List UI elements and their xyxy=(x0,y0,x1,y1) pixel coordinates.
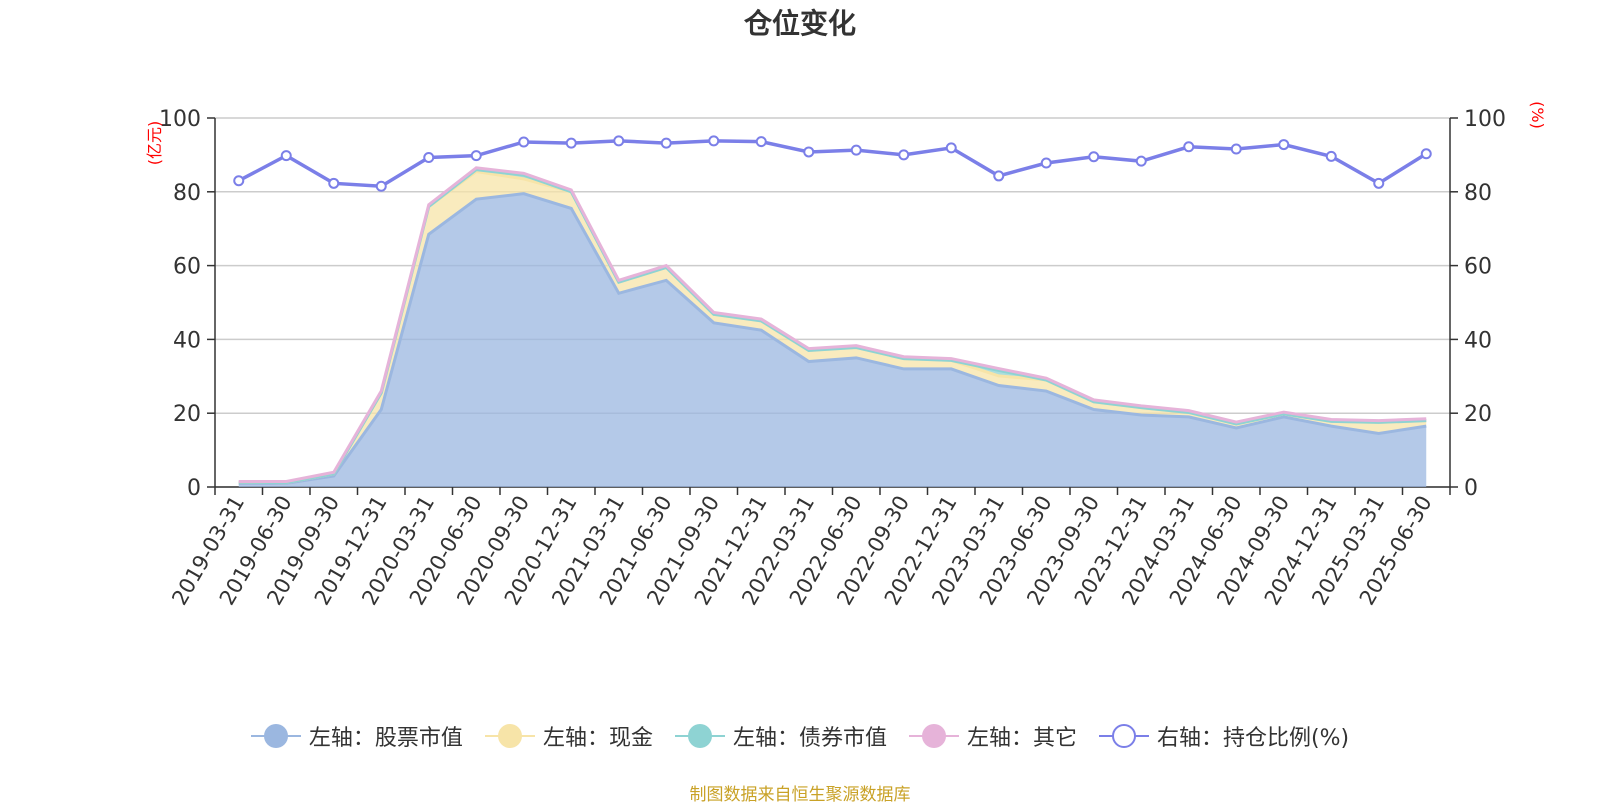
ratio-point xyxy=(945,142,957,154)
legend-marker-dot xyxy=(1111,724,1136,748)
legend-marker xyxy=(250,722,301,750)
source-note: 制图数据来自恒生聚源数据库 xyxy=(689,785,911,805)
ratio-point xyxy=(375,180,387,192)
ratio-point xyxy=(1278,139,1290,151)
legend-marker-dot xyxy=(687,724,712,748)
left-axis-tick-label: 100 xyxy=(159,107,201,132)
legend-item[interactable]: 右轴：持仓比例(%) xyxy=(1098,720,1350,752)
ratio-point xyxy=(708,135,720,147)
legend-label: 左轴：股票市值 xyxy=(308,726,463,751)
ratio-point xyxy=(565,137,577,149)
legend-label: 左轴：其它 xyxy=(966,726,1077,751)
left-axis-tick-label: 20 xyxy=(173,402,201,427)
right-axis-tick-label: 80 xyxy=(1464,181,1492,206)
series-line-其它 xyxy=(238,166,1427,483)
chart-title: 仓位变化 xyxy=(743,7,856,40)
ratio-point xyxy=(280,150,292,162)
ratio-point xyxy=(1420,148,1432,160)
ratio-point xyxy=(1088,151,1100,163)
area-股票市值 xyxy=(238,193,1427,487)
ratio-point xyxy=(233,175,245,187)
ratio-point xyxy=(1135,155,1147,167)
ratio-point xyxy=(993,170,1005,182)
left-axis-tick-label: 40 xyxy=(173,328,201,353)
legend-item[interactable]: 左轴：现金 xyxy=(484,720,653,752)
legend-label: 右轴：持仓比例(%) xyxy=(1156,726,1350,751)
legend-item[interactable]: 左轴：债券市值 xyxy=(674,720,887,752)
legend-item[interactable]: 左轴：其它 xyxy=(908,720,1077,752)
left-axis-tick-label: 80 xyxy=(173,181,201,206)
ratio-point xyxy=(613,135,625,147)
legend-marker-dot xyxy=(263,724,288,748)
right-axis-tick-label: 40 xyxy=(1464,328,1492,353)
legend-label: 左轴：债券市值 xyxy=(732,726,887,751)
ratio-point xyxy=(1183,141,1195,153)
right-axis-tick-label: 60 xyxy=(1464,255,1492,280)
legend-marker xyxy=(1098,722,1149,750)
legend-marker xyxy=(908,722,959,750)
legend-item[interactable]: 左轴：股票市值 xyxy=(250,720,463,752)
ratio-point xyxy=(423,151,435,163)
legend-marker-dot xyxy=(497,724,522,748)
left-axis-tick-label: 60 xyxy=(173,255,201,280)
ratio-point xyxy=(1230,143,1242,155)
ratio-point xyxy=(1040,157,1052,169)
ratio-point xyxy=(803,146,815,158)
legend-marker xyxy=(484,722,535,750)
ratio-point xyxy=(470,150,482,162)
ratio-point xyxy=(850,144,862,156)
right-axis-tick-label: 0 xyxy=(1464,476,1478,501)
legend-marker-dot xyxy=(921,724,946,748)
right-axis-tick-label: 100 xyxy=(1464,107,1506,132)
ratio-series-line xyxy=(237,139,1428,189)
ratio-point xyxy=(328,177,340,189)
legend-marker xyxy=(674,722,725,750)
ratio-point xyxy=(1373,177,1385,189)
chart-legend: 左轴：股票市值 左轴：现金 左轴：债券市值 左轴：其它 右轴：持仓比例(%) xyxy=(0,720,1600,752)
ratio-point xyxy=(898,149,910,161)
right-axis-unit: (%) xyxy=(1528,101,1547,129)
ratio-point xyxy=(755,136,767,148)
series-line-股票市值 xyxy=(238,192,1427,485)
ratio-point xyxy=(660,137,672,149)
left-axis-tick-label: 0 xyxy=(187,476,201,501)
left-axis-unit: (亿元) xyxy=(145,121,164,166)
ratio-point xyxy=(1325,150,1337,162)
ratio-point xyxy=(518,136,530,148)
right-axis-tick-label: 20 xyxy=(1464,402,1492,427)
legend-label: 左轴：现金 xyxy=(542,726,653,751)
